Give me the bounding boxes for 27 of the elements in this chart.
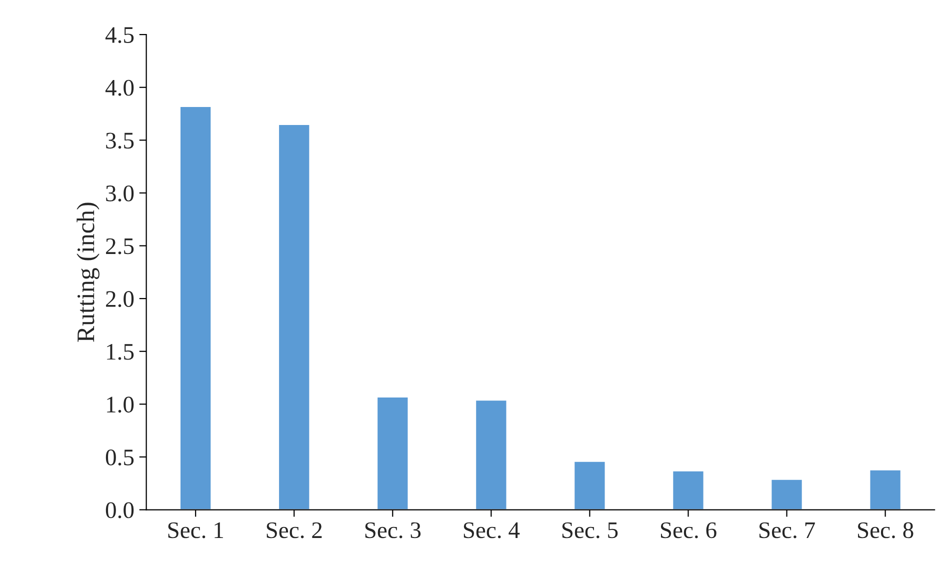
x-tick-label: Sec. 6 (660, 522, 716, 538)
y-tick-label: 0.0 (106, 502, 134, 518)
bar (376, 396, 410, 510)
x-tick-label: Sec. 1 (168, 522, 224, 538)
x-tick-label: Sec. 2 (266, 522, 322, 538)
x-tick-label: Sec. 4 (464, 522, 520, 538)
x-tick-label: Sec. 3 (365, 522, 421, 538)
bar (278, 124, 311, 510)
bar (474, 399, 508, 510)
bar (770, 478, 804, 510)
y-tick-label: 1.5 (107, 344, 134, 360)
bar (868, 468, 902, 510)
bar (179, 106, 212, 510)
y-tick-label: 2.0 (106, 291, 134, 308)
y-tick-label: 3.0 (106, 185, 134, 202)
y-tick-label: 0.5 (106, 449, 134, 466)
y-tick-label: 1.0 (107, 396, 134, 413)
y-tick-label: 4.0 (105, 80, 134, 96)
y-tick-label: 2.5 (106, 238, 134, 254)
y-tick-label: 4.5 (105, 27, 134, 44)
y-tick-label: 3.5 (106, 132, 134, 149)
bar (573, 460, 606, 510)
x-tick-label: Sec. 5 (562, 522, 618, 538)
x-tick-label: Sec. 8 (858, 522, 914, 538)
bar (672, 470, 705, 510)
x-tick-label: Sec. 7 (759, 522, 815, 538)
y-axis-title: Rutting (inch) (76, 202, 100, 342)
